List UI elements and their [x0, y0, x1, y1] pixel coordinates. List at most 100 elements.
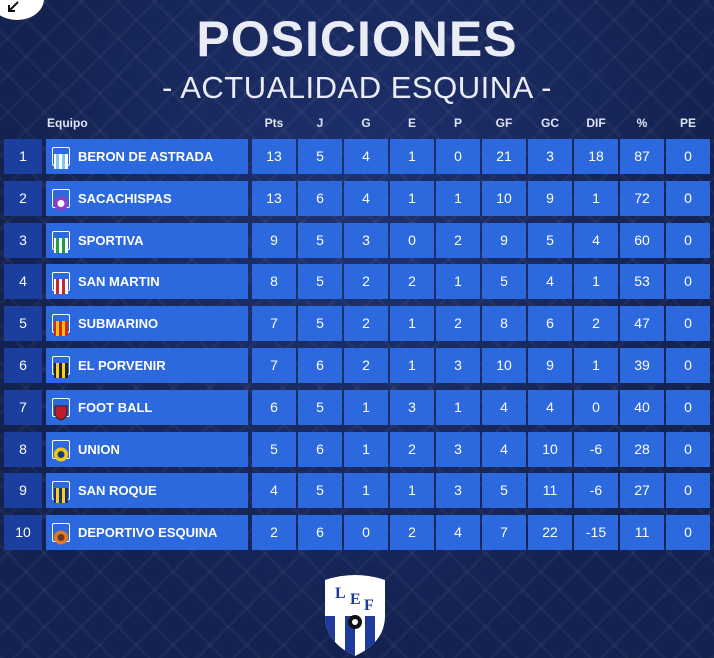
dif-cell: 1	[574, 180, 618, 216]
striped-shield-icon	[52, 230, 70, 253]
gf-cell: 21	[482, 139, 526, 174]
header-j: J	[316, 116, 324, 130]
pe-cell: 0	[666, 348, 710, 383]
header-team: Equipo	[47, 116, 88, 130]
round-badge-icon	[52, 523, 70, 545]
j-cell: 6	[298, 180, 342, 216]
team-name: BERON DE ASTRADA	[78, 149, 214, 164]
pts-cell: 9	[252, 222, 296, 258]
e-cell: 1	[390, 306, 434, 342]
striped-shield-icon	[52, 481, 70, 504]
solid-shield-icon	[52, 397, 70, 421]
position-cell: 10	[4, 515, 42, 551]
dif-cell: -15	[574, 515, 618, 551]
header-pts: Pts	[264, 116, 284, 130]
striped-shield-icon	[52, 356, 70, 378]
header-pe: PE	[679, 116, 696, 130]
team-name: SPORTIVA	[78, 232, 144, 248]
page-title: POSICIONES	[196, 11, 518, 67]
logo-letter-l: L	[335, 585, 346, 602]
p-cell: 3	[436, 431, 480, 467]
gf-cell: 10	[482, 348, 526, 383]
pct-cell: 11	[620, 515, 664, 551]
pct-cell: 27	[620, 473, 664, 509]
pts-cell: 2	[252, 515, 296, 551]
team-cell: EL PORVENIR	[46, 348, 248, 383]
pct-cell: 39	[620, 348, 664, 383]
gc-cell: 5	[528, 222, 572, 258]
header-dif: DIF	[586, 116, 606, 130]
dif-cell: -6	[574, 431, 618, 467]
gc-cell: 22	[528, 515, 572, 551]
team-name: SAN ROQUE	[78, 483, 157, 499]
header-g: G	[361, 116, 371, 130]
dif-cell: -6	[574, 473, 618, 509]
j-cell: 6	[298, 348, 342, 383]
team-name: SAN MARTIN	[78, 274, 160, 290]
team-name: SACACHISPAS	[78, 190, 172, 206]
pe-cell: 0	[666, 431, 710, 467]
pts-cell: 7	[252, 348, 296, 383]
j-cell: 5	[298, 222, 342, 258]
e-cell: 0	[390, 222, 434, 258]
pct-cell: 60	[620, 222, 664, 258]
collapse-button[interactable]	[0, 0, 44, 20]
p-cell: 3	[436, 473, 480, 509]
position-cell: 4	[4, 264, 42, 300]
pct-cell: 28	[620, 431, 664, 467]
g-cell: 1	[344, 473, 388, 509]
j-cell: 5	[298, 473, 342, 509]
g-cell: 4	[344, 180, 388, 216]
team-name: FOOT BALL	[78, 399, 153, 415]
dif-cell: 2	[574, 306, 618, 342]
p-cell: 1	[436, 264, 480, 300]
position-cell: 5	[4, 306, 42, 342]
g-cell: 1	[344, 431, 388, 467]
pts-cell: 7	[252, 306, 296, 342]
e-cell: 1	[390, 473, 434, 509]
pts-cell: 13	[252, 139, 296, 174]
j-cell: 5	[298, 306, 342, 342]
position-cell: 8	[4, 431, 42, 467]
g-cell: 0	[344, 515, 388, 551]
gf-cell: 9	[482, 222, 526, 258]
e-cell: 1	[390, 139, 434, 174]
p-cell: 4	[436, 515, 480, 551]
position-cell: 9	[4, 473, 42, 509]
team-name: DEPORTIVO ESQUINA	[78, 525, 218, 541]
pts-cell: 4	[252, 473, 296, 509]
j-cell: 6	[298, 431, 342, 467]
team-cell: SAN MARTIN	[46, 264, 248, 300]
pts-cell: 6	[252, 389, 296, 425]
arrow-down-left-icon	[8, 1, 19, 12]
team-cell: SUBMARINO	[46, 306, 248, 342]
pts-cell: 5	[252, 431, 296, 467]
team-cell: DEPORTIVO ESQUINA	[46, 515, 248, 551]
g-cell: 2	[344, 348, 388, 383]
position-cell: 2	[4, 180, 42, 216]
pe-cell: 0	[666, 139, 710, 174]
gf-cell: 4	[482, 431, 526, 467]
team-name: EL PORVENIR	[78, 358, 166, 373]
team-name: SUBMARINO	[78, 316, 159, 332]
gc-cell: 6	[528, 306, 572, 342]
j-cell: 6	[298, 515, 342, 551]
gf-cell: 4	[482, 389, 526, 425]
p-cell: 2	[436, 306, 480, 342]
p-cell: 2	[436, 222, 480, 258]
gf-cell: 7	[482, 515, 526, 551]
p-cell: 0	[436, 139, 480, 174]
dif-cell: 18	[574, 139, 618, 174]
gf-cell: 8	[482, 306, 526, 342]
header-e: E	[407, 116, 416, 130]
round-badge-icon	[52, 188, 70, 211]
pe-cell: 0	[666, 306, 710, 342]
position-cell: 6	[4, 348, 42, 383]
p-cell: 1	[436, 389, 480, 425]
pe-cell: 0	[666, 515, 710, 551]
team-cell: FOOT BALL	[46, 389, 248, 425]
team-cell: BERON DE ASTRADA	[46, 139, 248, 174]
header-p: P	[453, 116, 462, 130]
dif-cell: 0	[574, 389, 618, 425]
j-cell: 5	[298, 264, 342, 300]
